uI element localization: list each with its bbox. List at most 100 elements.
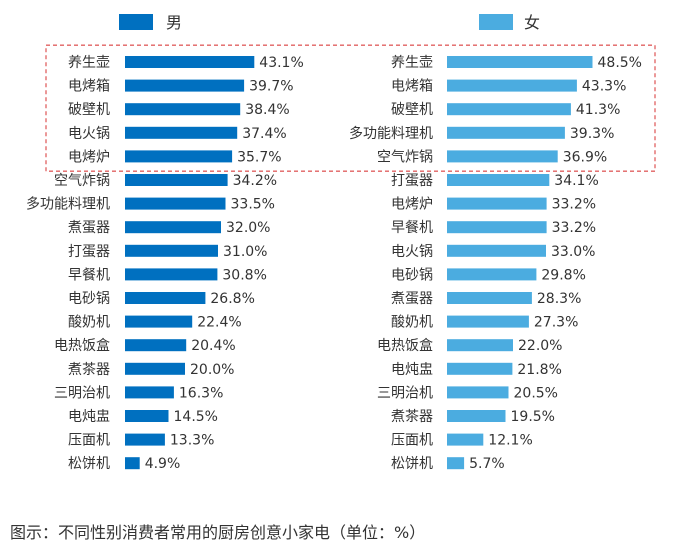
male-bar (125, 268, 218, 281)
male-bar (125, 315, 193, 328)
female-bar (447, 56, 593, 68)
male-value-label: 13.3% (170, 433, 214, 449)
female-category-label: 电烤箱 (391, 79, 433, 95)
female-value-label: 20.5% (514, 385, 558, 401)
male-category-label: 煮茶器 (68, 362, 110, 378)
male-legend-label: 男 (166, 13, 182, 32)
male-bar (125, 457, 140, 470)
male-bar (125, 292, 206, 304)
male-bar (125, 362, 185, 375)
female-category-label: 养生壶 (391, 55, 433, 71)
female-value-label: 33.2% (552, 197, 596, 213)
female-category-label: 破壁机 (391, 102, 433, 118)
top5-highlight-box (45, 44, 656, 172)
female-value-label: 41.3% (576, 102, 620, 118)
male-category-label: 电烤炉 (68, 149, 110, 165)
female-category-label: 压面机 (391, 433, 433, 449)
male-value-label: 31.0% (223, 244, 267, 260)
male-value-label: 32.0% (226, 220, 270, 236)
male-value-label: 35.7% (237, 149, 281, 165)
male-category-label: 空气炸锅 (54, 173, 110, 189)
male-value-label: 34.2% (233, 173, 277, 189)
female-category-label: 多功能料理机 (349, 125, 433, 142)
female-bar (447, 315, 529, 328)
male-category-label: 电热饭盒 (54, 337, 110, 354)
female-legend-swatch (479, 14, 513, 30)
female-bar (447, 244, 546, 257)
male-value-label: 39.7% (249, 79, 293, 95)
female-value-label: 5.7% (469, 456, 505, 472)
male-bar (125, 244, 218, 257)
male-category-label: 电烤箱 (68, 79, 110, 95)
male-category-label: 三明治机 (54, 385, 110, 401)
male-bar (125, 174, 228, 186)
male-bar (125, 197, 226, 210)
male-bar (125, 386, 174, 399)
female-bar (447, 362, 513, 375)
female-bar (447, 197, 547, 210)
male-value-label: 4.9% (145, 456, 181, 472)
male-category-label: 破壁机 (68, 102, 110, 118)
male-value-label: 20.4% (191, 338, 235, 354)
female-value-label: 27.3% (534, 315, 578, 331)
female-category-label: 电烤炉 (391, 197, 433, 213)
female-category-label: 煮蛋器 (391, 291, 433, 307)
female-category-label: 早餐机 (391, 220, 433, 236)
male-bar (125, 56, 255, 68)
female-value-label: 48.5% (598, 55, 642, 71)
female-category-label: 三明治机 (377, 385, 433, 401)
female-bar (447, 410, 506, 422)
male-value-label: 43.1% (259, 55, 303, 71)
female-category-label: 打蛋器 (391, 172, 433, 189)
female-category-label: 酸奶机 (391, 315, 433, 331)
female-legend-label: 女 (524, 13, 540, 32)
male-category-label: 压面机 (68, 433, 110, 449)
male-bar (125, 433, 165, 446)
male-value-label: 33.5% (231, 197, 275, 213)
female-bar (447, 339, 513, 352)
male-category-label: 煮蛋器 (68, 220, 110, 236)
male-value-label: 14.5% (174, 409, 218, 425)
female-value-label: 33.0% (551, 244, 595, 260)
female-bar (447, 386, 509, 399)
female-bar (447, 268, 537, 281)
female-category-label: 电炖盅 (391, 362, 433, 378)
male-value-label: 26.8% (210, 291, 254, 307)
female-bar (447, 174, 550, 186)
male-bar (125, 339, 187, 352)
female-bar (447, 433, 484, 446)
male-category-label: 电炖盅 (68, 409, 110, 425)
female-category-label: 电砂锅 (391, 267, 433, 283)
female-bar (447, 292, 532, 304)
female-category-label: 电热饭盒 (377, 337, 433, 354)
male-category-label: 电砂锅 (68, 291, 110, 307)
female-category-label: 电火锅 (391, 244, 433, 260)
female-bar (447, 103, 571, 116)
male-value-label: 37.4% (242, 126, 286, 142)
female-value-label: 19.5% (511, 409, 555, 425)
female-value-label: 43.3% (582, 79, 626, 95)
female-value-label: 21.8% (517, 362, 561, 378)
figure-caption: 图示：不同性别消费者常用的厨房创意小家电（单位：%） (10, 523, 426, 542)
male-bar (125, 221, 221, 234)
female-value-label: 33.2% (552, 220, 596, 236)
male-category-label: 松饼机 (68, 456, 110, 472)
male-bar (125, 126, 238, 139)
female-value-label: 12.1% (488, 433, 532, 449)
female-bar (447, 221, 547, 234)
male-value-label: 16.3% (179, 385, 223, 401)
male-value-label: 22.4% (197, 315, 241, 331)
female-bar (447, 457, 465, 470)
male-bar (125, 150, 233, 163)
female-category-label: 煮茶器 (391, 409, 433, 425)
male-category-label: 多功能料理机 (26, 196, 110, 213)
male-bar (125, 79, 245, 92)
female-value-label: 22.0% (518, 338, 562, 354)
male-category-label: 早餐机 (68, 267, 110, 283)
female-value-label: 28.3% (537, 291, 581, 307)
female-value-label: 36.9% (563, 149, 607, 165)
male-legend-swatch (119, 14, 153, 30)
female-bar (447, 79, 577, 92)
